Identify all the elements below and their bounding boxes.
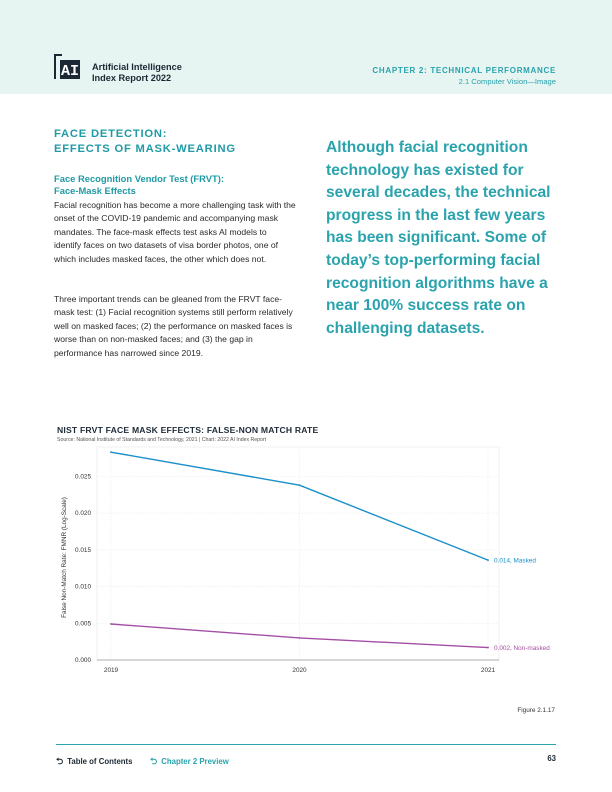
data-point (487, 646, 489, 649)
data-point (110, 623, 112, 625)
body-paragraph-2: Three important trends can be gleaned fr… (54, 294, 293, 358)
pull-quote: Although facial recognition technology h… (326, 139, 551, 337)
return-arrow-icon: ⮌ (150, 756, 158, 766)
body-paragraph-1: Facial recognition has become a more cha… (54, 200, 296, 264)
series-end-label: 0.014, Masked (494, 558, 536, 565)
section-title: FACE DETECTION: EFFECTS OF MASK-WEARING (54, 127, 236, 157)
subsection-title: Face Recognition Vendor Test (FRVT): Fac… (54, 173, 294, 197)
footer-divider (56, 744, 556, 745)
chart-title: NIST FRVT FACE MASK EFFECTS: FALSE-NON M… (57, 425, 319, 435)
report-title: Artificial Intelligence Index Report 202… (92, 62, 182, 84)
chapter-preview-label: Chapter 2 Preview (161, 757, 229, 766)
page-header (0, 0, 612, 94)
y-tick-label: 0.020 (75, 510, 91, 517)
page-number: 63 (547, 754, 556, 763)
section-title-line1: FACE DETECTION: (54, 128, 168, 140)
toc-label: Table of Contents (67, 757, 133, 766)
x-tick-label: 2019 (104, 667, 119, 674)
data-point (487, 559, 489, 562)
subsection-title-line2: Face-Mask Effects (54, 185, 136, 196)
y-axis-label: False Non-Match Rate: FMNR (Log-Scale) (61, 497, 68, 618)
x-tick-label: 2021 (481, 667, 496, 674)
report-title-line1: Artificial Intelligence (92, 62, 182, 72)
y-tick-label: 0.000 (75, 657, 91, 664)
series-end-label: 0.002, Non-masked (494, 645, 550, 652)
y-tick-label: 0.025 (75, 473, 91, 480)
y-tick-label: 0.005 (75, 620, 91, 627)
report-title-line2: Index Report 2022 (92, 73, 172, 83)
data-point (298, 637, 301, 639)
x-tick-label: 2020 (292, 667, 307, 674)
chapter-heading: CHAPTER 2: TECHNICAL PERFORMANCE 2.1 Com… (372, 66, 556, 86)
logo-text: AI (61, 63, 79, 80)
subsection-title-line1: Face Recognition Vendor Test (FRVT): (54, 173, 224, 184)
section-title-line2: EFFECTS OF MASK-WEARING (54, 143, 236, 155)
y-tick-label: 0.015 (75, 547, 91, 554)
ai-index-logo: AI (54, 54, 80, 80)
figure-label: Figure 2.1.17 (517, 707, 555, 714)
data-point (298, 484, 301, 487)
chart-source: Source: National Institute of Standards … (57, 437, 267, 443)
chapter-title: CHAPTER 2: TECHNICAL PERFORMANCE (372, 66, 556, 75)
return-arrow-icon: ⮌ (56, 756, 64, 766)
data-point (110, 451, 112, 454)
table-of-contents-link[interactable]: ⮌ Table of Contents (56, 754, 132, 770)
chapter-subtitle: 2.1 Computer Vision—Image (458, 77, 556, 86)
chapter-preview-link[interactable]: ⮌ Chapter 2 Preview (150, 754, 229, 770)
y-tick-label: 0.010 (75, 584, 91, 591)
